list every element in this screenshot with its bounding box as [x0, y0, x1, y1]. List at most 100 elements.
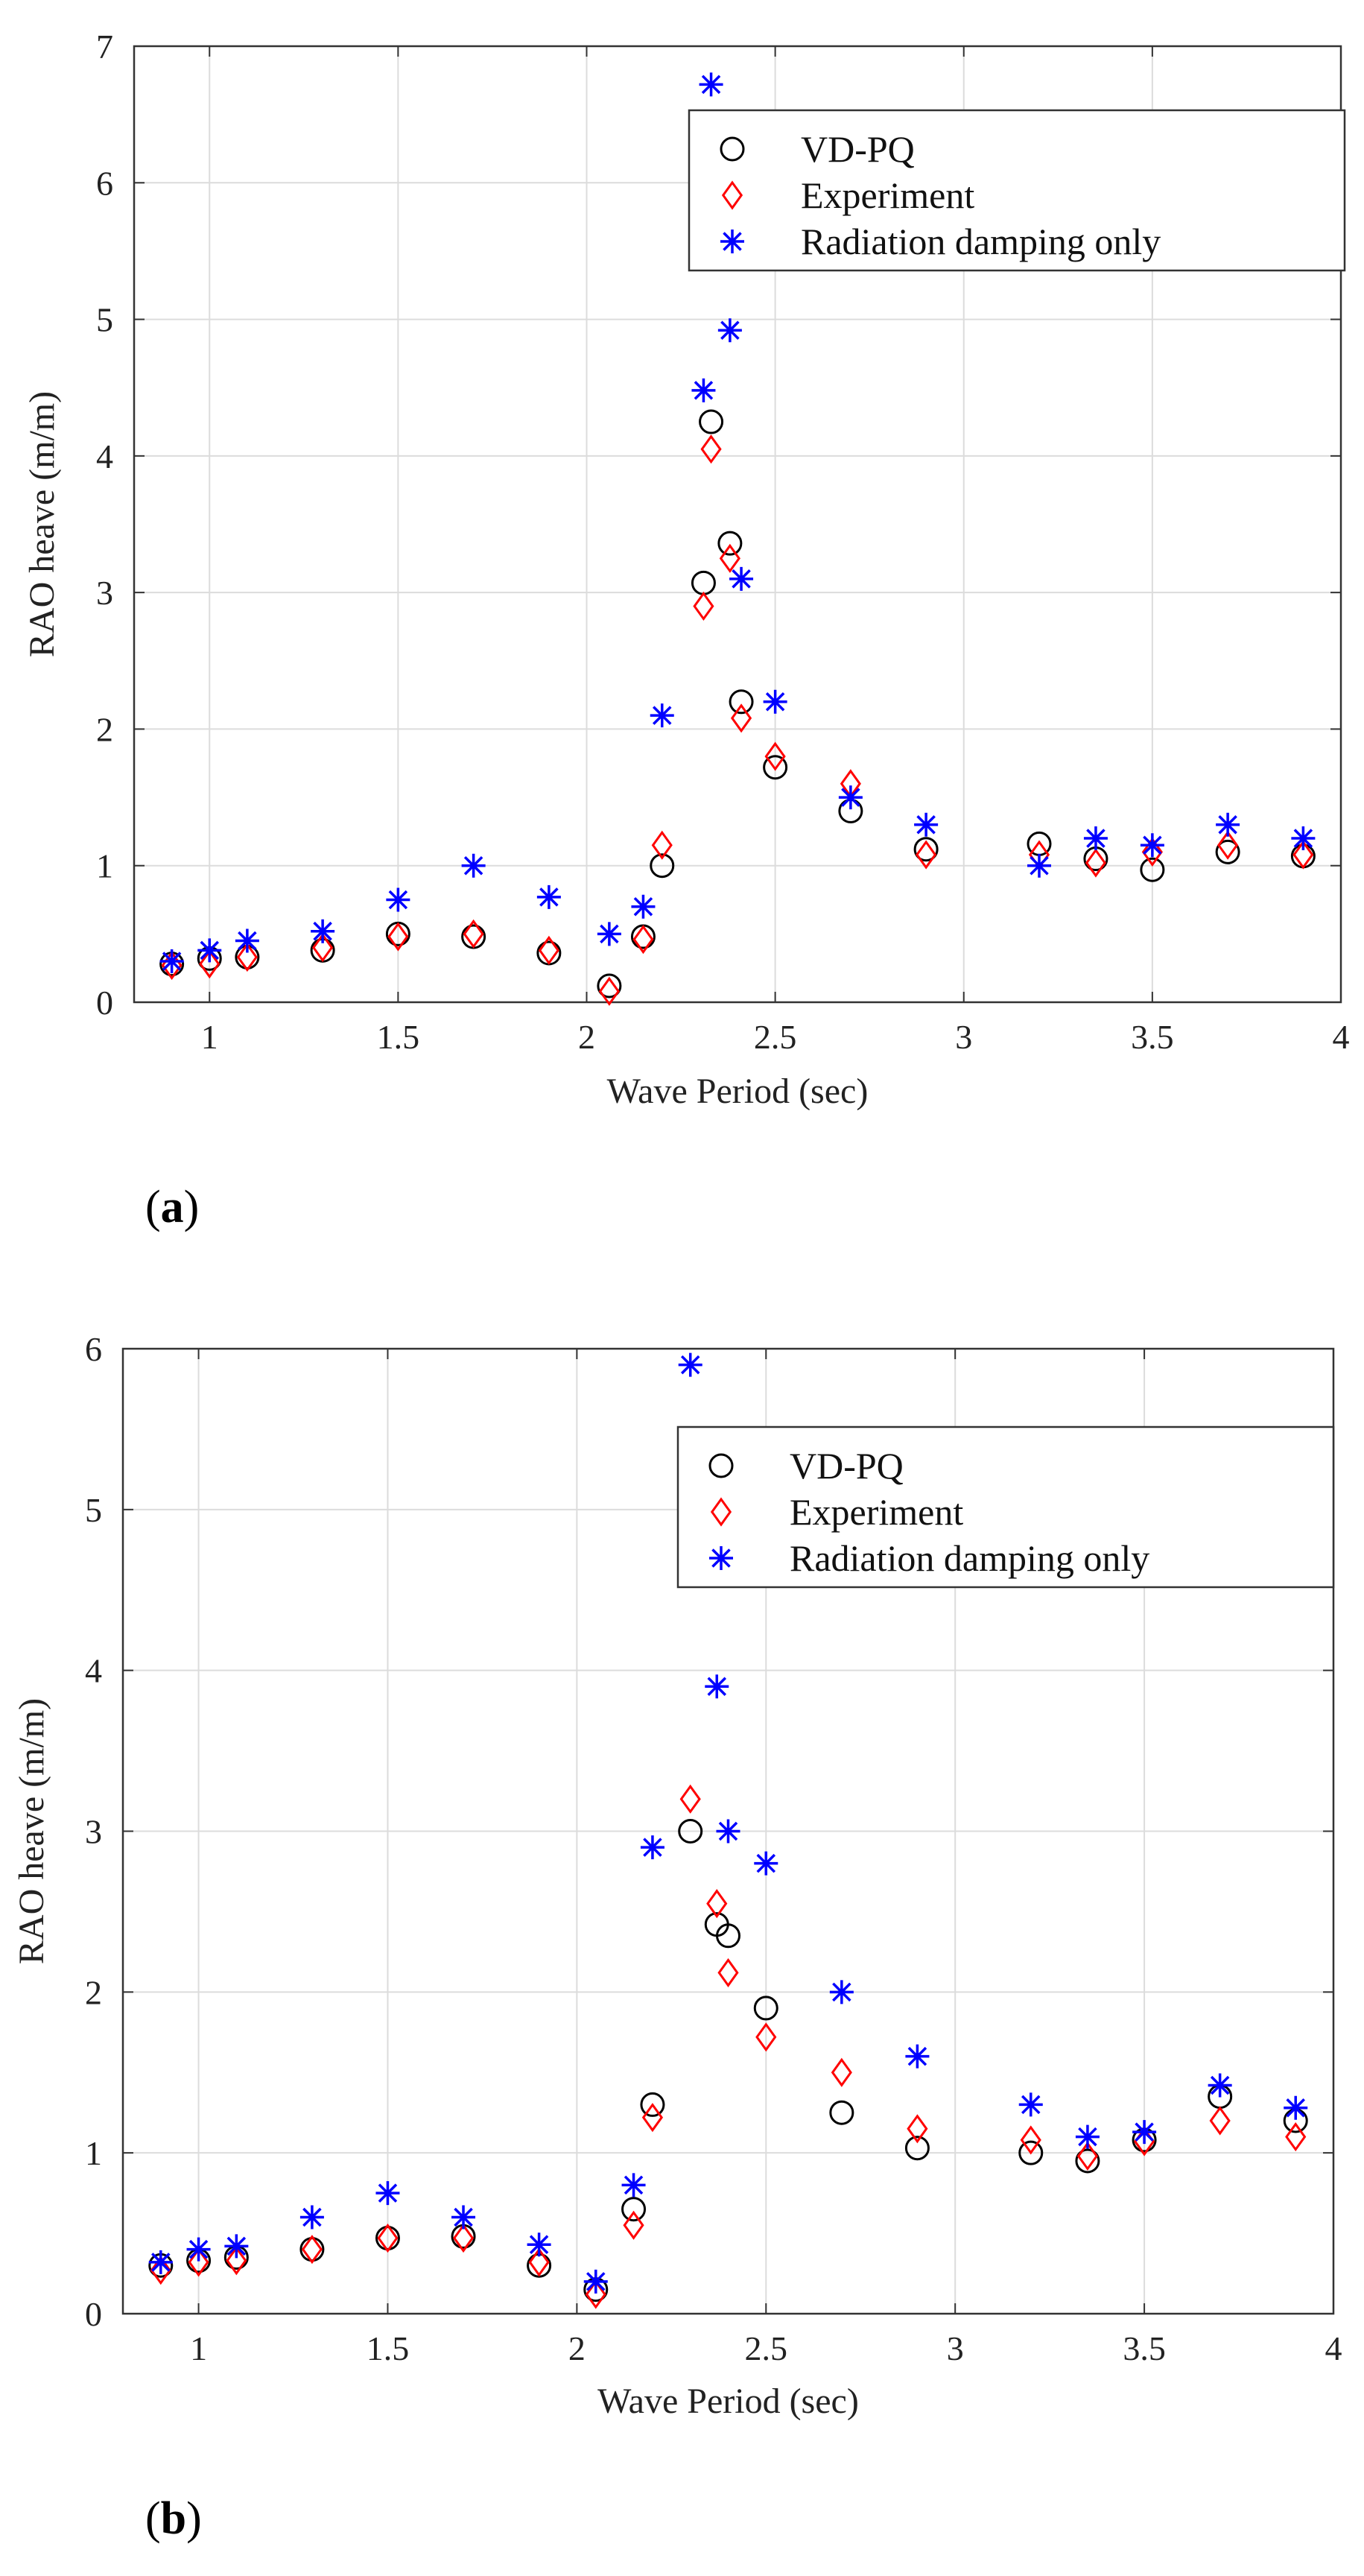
data-point-diamond: [1292, 840, 1314, 870]
x-tick-label: 1: [201, 1018, 218, 1056]
y-tick-label: 1: [85, 2134, 102, 2172]
panel-label: (b): [145, 2493, 202, 2544]
x-tick-label: 2.5: [754, 1018, 797, 1056]
data-point-asterisk: [754, 1851, 778, 1876]
data-point-asterisk: [1083, 826, 1108, 851]
y-tick-label: 7: [96, 28, 113, 66]
data-point-asterisk: [159, 949, 184, 974]
data-point-asterisk: [838, 785, 863, 810]
data-point-asterisk: [1027, 853, 1051, 878]
data-point-asterisk: [1291, 826, 1316, 851]
y-axis-label: RAO heave (m/m): [12, 1698, 51, 1964]
legend-marker-diamond: [710, 1497, 732, 1527]
x-tick-label: 2: [578, 1018, 595, 1056]
data-point-diamond: [679, 1784, 701, 1814]
data-point-circle: [597, 973, 622, 999]
data-point-asterisk: [640, 1835, 664, 1860]
data-point-asterisk: [186, 2237, 211, 2262]
data-point-asterisk: [717, 318, 742, 343]
data-point-diamond: [764, 741, 786, 771]
x-tick-label: 1.5: [367, 2329, 410, 2367]
legend-box: [688, 109, 1346, 272]
data-point-diamond: [377, 2223, 399, 2253]
x-tick-label: 2.5: [745, 2329, 788, 2367]
data-point-diamond: [623, 2210, 644, 2240]
data-point-diamond: [831, 2057, 852, 2087]
data-point-asterisk: [1284, 2095, 1308, 2120]
data-point-asterisk: [650, 703, 674, 728]
data-point-asterisk: [1140, 833, 1164, 858]
data-point-diamond: [1141, 837, 1163, 867]
data-point-circle: [1140, 857, 1165, 882]
legend-marker-asterisk: [720, 230, 744, 253]
data-point-asterisk: [197, 938, 222, 963]
data-point-diamond: [236, 942, 258, 972]
data-point-circle: [650, 853, 675, 879]
data-point-diamond: [463, 919, 484, 949]
series-asterisk: [148, 1352, 1308, 2294]
data-point-asterisk: [678, 1352, 702, 1377]
data-point-diamond: [598, 976, 620, 1006]
data-point-asterisk: [699, 72, 723, 97]
data-point-diamond: [651, 830, 673, 860]
y-tick-label: 4: [85, 1652, 102, 1690]
y-tick-label: 3: [96, 574, 113, 612]
y-tick-label: 0: [85, 2295, 102, 2333]
x-tick-label: 1.5: [377, 1018, 420, 1056]
legend-label: Radiation damping only: [790, 1537, 1149, 1579]
legend-box: [676, 1425, 1335, 1589]
data-point-asterisk: [1075, 2124, 1100, 2149]
y-tick-label: 3: [85, 1813, 102, 1851]
legend-marker-circle: [720, 136, 745, 162]
data-point-circle: [699, 409, 724, 434]
data-point-diamond: [700, 434, 722, 464]
legend-label: VD-PQ: [790, 1445, 904, 1487]
legend-label: Experiment: [790, 1491, 963, 1533]
data-point-asterisk: [1208, 2073, 1232, 2098]
data-point-asterisk: [705, 1674, 729, 1699]
data-point-circle: [729, 689, 754, 715]
data-point-circle: [717, 531, 743, 556]
data-point-asterisk: [224, 2234, 249, 2259]
data-point-asterisk: [914, 812, 939, 837]
legend-label: VD-PQ: [801, 128, 915, 170]
y-tick-label: 2: [85, 1973, 102, 2011]
chart-panel-b: 1 1.5 2 2.5 3 3.5 4 0 1 2 3 4 5 6 Wave Period (sec) RAO…: [12, 1330, 1342, 2544]
y-tick-label: 5: [96, 301, 113, 339]
data-point-diamond: [1285, 2122, 1307, 2152]
x-tick-label: 2: [568, 2329, 586, 2367]
data-point-asterisk: [461, 853, 486, 878]
data-point-circle: [753, 1996, 778, 2021]
data-point-diamond: [387, 922, 409, 952]
data-point-asterisk: [729, 566, 754, 591]
series-asterisk: [159, 72, 1316, 974]
x-tick-label: 3.5: [1131, 1018, 1174, 1056]
data-point-diamond: [312, 933, 334, 963]
data-point-circle: [1018, 2140, 1044, 2165]
x-axis-label: Wave Period (sec): [607, 1072, 869, 1111]
data-point-asterisk: [829, 1980, 854, 2004]
legend-marker-circle: [708, 1453, 734, 1478]
data-point-asterisk: [1018, 2092, 1043, 2117]
data-point-diamond: [693, 591, 714, 621]
data-point-asterisk: [631, 894, 656, 919]
legend-label: Radiation damping only: [801, 221, 1161, 262]
data-point-circle: [621, 2197, 647, 2222]
x-tick-label: 3: [947, 2329, 964, 2367]
y-tick-label: 6: [96, 164, 113, 202]
data-point-diamond: [538, 935, 559, 965]
series-diamond: [150, 1784, 1307, 2309]
data-point-asterisk: [311, 919, 335, 943]
axes-frame: [121, 1347, 1335, 2315]
y-tick-label: 1: [96, 847, 113, 885]
data-point-asterisk: [621, 2173, 646, 2197]
y-tick-label: 0: [96, 984, 113, 1022]
data-point-circle: [1075, 2148, 1100, 2174]
data-point-asterisk: [451, 2205, 476, 2230]
data-point-circle: [1215, 839, 1240, 864]
data-point-asterisk: [763, 689, 787, 714]
data-point-asterisk: [905, 2044, 930, 2069]
